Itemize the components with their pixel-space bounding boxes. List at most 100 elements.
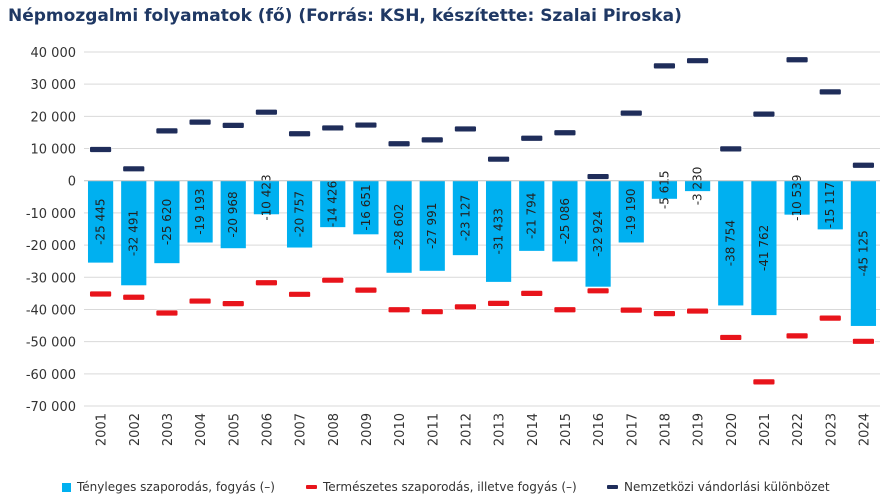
x-tick-label: 2008 [327, 413, 342, 446]
migration-marker [752, 110, 776, 118]
natural-change-marker [553, 306, 577, 314]
migration-marker [454, 125, 477, 133]
natural-change-marker [785, 332, 809, 340]
bar [353, 180, 379, 235]
x-tick-label: 2018 [658, 413, 673, 446]
bar-data-label: -41 762 [757, 225, 771, 271]
natural-change-marker [818, 314, 842, 322]
x-tick-label: 2024 [857, 413, 872, 446]
legend-swatch-migration [607, 485, 618, 489]
bar [651, 180, 678, 199]
natural-change-marker [155, 309, 179, 317]
x-tick-label: 2004 [194, 413, 209, 446]
bar-data-label: -27 991 [425, 203, 439, 249]
migration-marker [520, 134, 544, 142]
natural-change-marker [454, 303, 477, 311]
migration-marker [221, 121, 245, 129]
bar [817, 180, 843, 230]
bar [485, 180, 512, 282]
migration-marker [653, 62, 676, 70]
x-tick-label: 2022 [791, 413, 806, 446]
x-tick-label: 2015 [559, 413, 574, 446]
migration-marker [354, 121, 378, 129]
y-tick-label: 40 000 [31, 46, 77, 61]
y-tick-label: -20 000 [26, 239, 76, 254]
migration-marker [852, 161, 875, 169]
natural-change-marker [752, 378, 776, 386]
x-tick-label: 2021 [758, 413, 773, 446]
bar-data-label: -20 968 [226, 191, 240, 237]
bar-data-label: -16 651 [359, 184, 373, 230]
bar-data-label: -45 125 [856, 230, 870, 276]
x-tick-label: 2014 [526, 413, 541, 446]
natural-change-marker [321, 276, 345, 284]
x-tick-label: 2016 [592, 413, 607, 446]
bar [552, 180, 578, 262]
bar [286, 180, 313, 248]
migration-marker [188, 118, 212, 126]
x-tick-label: 2012 [459, 413, 474, 446]
natural-change-marker [354, 286, 378, 294]
bar-data-label: -10 539 [790, 175, 804, 221]
natural-change-marker [487, 299, 510, 307]
natural-change-marker [619, 306, 643, 314]
natural-change-marker [520, 289, 544, 297]
migration-marker [553, 129, 577, 137]
bar-data-label: -21 794 [525, 193, 539, 239]
bar-data-label: -28 602 [392, 204, 406, 250]
migration-marker [387, 140, 411, 148]
bar-data-label: -15 117 [823, 182, 837, 228]
y-tick-label: 30 000 [31, 78, 77, 93]
x-tick-label: 2019 [692, 413, 707, 446]
bar [684, 180, 711, 192]
bar-data-label: -25 620 [160, 199, 174, 245]
y-tick-label: 0 [68, 175, 76, 190]
natural-change-marker [288, 290, 311, 298]
bar-data-label: -25 445 [94, 199, 108, 245]
bar [850, 180, 877, 326]
x-tick-label: 2017 [625, 413, 640, 446]
x-tick-label: 2010 [393, 413, 408, 446]
bar-data-label: -38 754 [724, 220, 738, 266]
migration-marker [255, 108, 278, 116]
bar-data-label: -25 086 [558, 198, 572, 244]
migration-marker [288, 130, 311, 138]
chart-title: Népmozgalmi folyamatok (fő) (Forrás: KSH… [8, 6, 682, 26]
bar [320, 180, 346, 228]
natural-change-marker [586, 287, 610, 295]
bar [784, 180, 810, 215]
bar [154, 180, 180, 264]
y-tick-label: -40 000 [26, 303, 76, 318]
natural-change-marker [255, 279, 278, 287]
legend-swatch-actual-change [62, 482, 71, 492]
migration-marker [487, 155, 510, 163]
gridlines [84, 51, 880, 407]
bar-data-label: -32 491 [127, 210, 141, 256]
bar [519, 180, 545, 251]
x-tick-label: 2006 [260, 413, 275, 446]
bar [618, 180, 644, 243]
migration-marker [818, 88, 842, 96]
x-tick-label: 2005 [227, 413, 242, 446]
x-tick-label: 2013 [493, 413, 508, 446]
y-tick-label: -60 000 [26, 368, 76, 383]
legend-item-migration: Nemzetközi vándorlási különbözet [607, 480, 830, 494]
bar-data-label: -31 433 [492, 208, 506, 254]
natural-change-marker [387, 306, 411, 314]
legend-label-natural-change: Természetes szaporodás, illetve fogyás (… [323, 480, 577, 494]
bar [585, 180, 611, 287]
natural-change-marker [719, 334, 743, 341]
x-tick-label: 2009 [360, 413, 375, 446]
bar [220, 180, 246, 249]
migration-marker [155, 127, 179, 135]
bar-data-label: -3 230 [691, 167, 705, 206]
migration-marker [122, 165, 146, 173]
axes: 40 000 30 000 20 000 10 000 0 -10 000 -20 000 -… [26, 46, 880, 446]
natural-change-marker [221, 300, 245, 308]
bar [419, 180, 445, 271]
x-tick-label: 2023 [824, 413, 839, 446]
x-tick-label: 2020 [725, 413, 740, 446]
bar [253, 180, 280, 215]
natural-change-marker [653, 310, 676, 318]
migration-marker [89, 146, 112, 153]
